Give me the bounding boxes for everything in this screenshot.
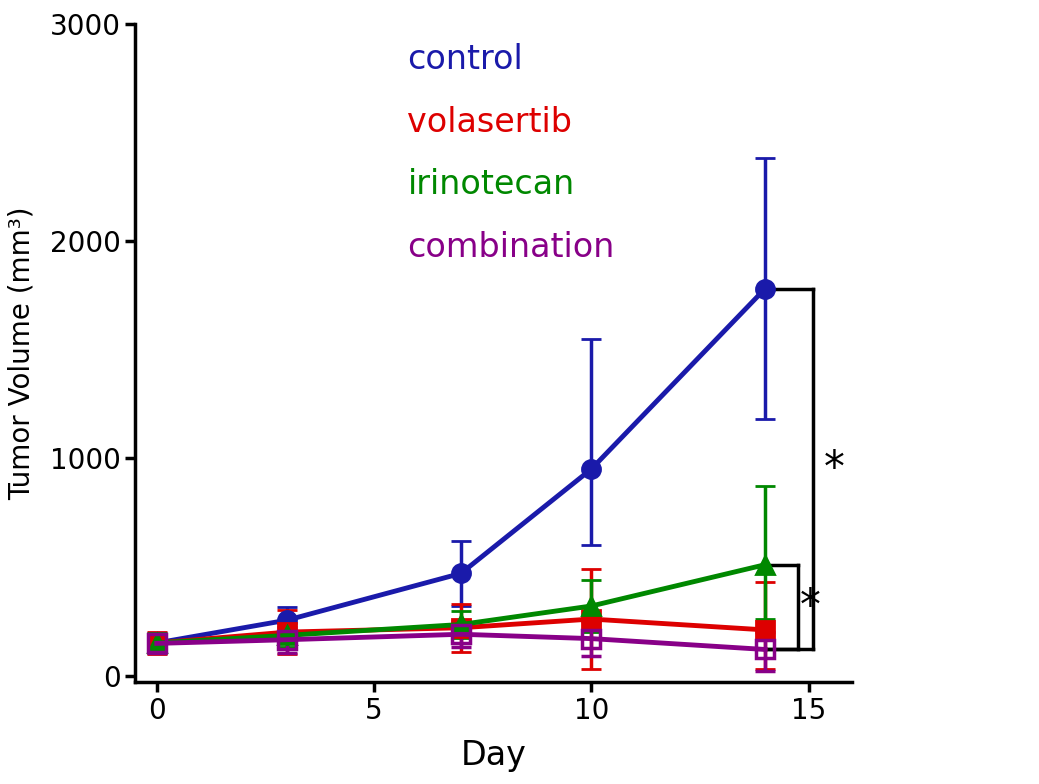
Text: *: * xyxy=(800,586,821,628)
Text: combination: combination xyxy=(407,231,615,264)
Text: control: control xyxy=(407,43,524,76)
X-axis label: Day: Day xyxy=(460,739,527,771)
Text: volasertib: volasertib xyxy=(407,106,572,139)
Y-axis label: Tumor Volume (mm³): Tumor Volume (mm³) xyxy=(7,206,35,499)
Text: *: * xyxy=(824,448,845,490)
Text: irinotecan: irinotecan xyxy=(407,169,575,201)
